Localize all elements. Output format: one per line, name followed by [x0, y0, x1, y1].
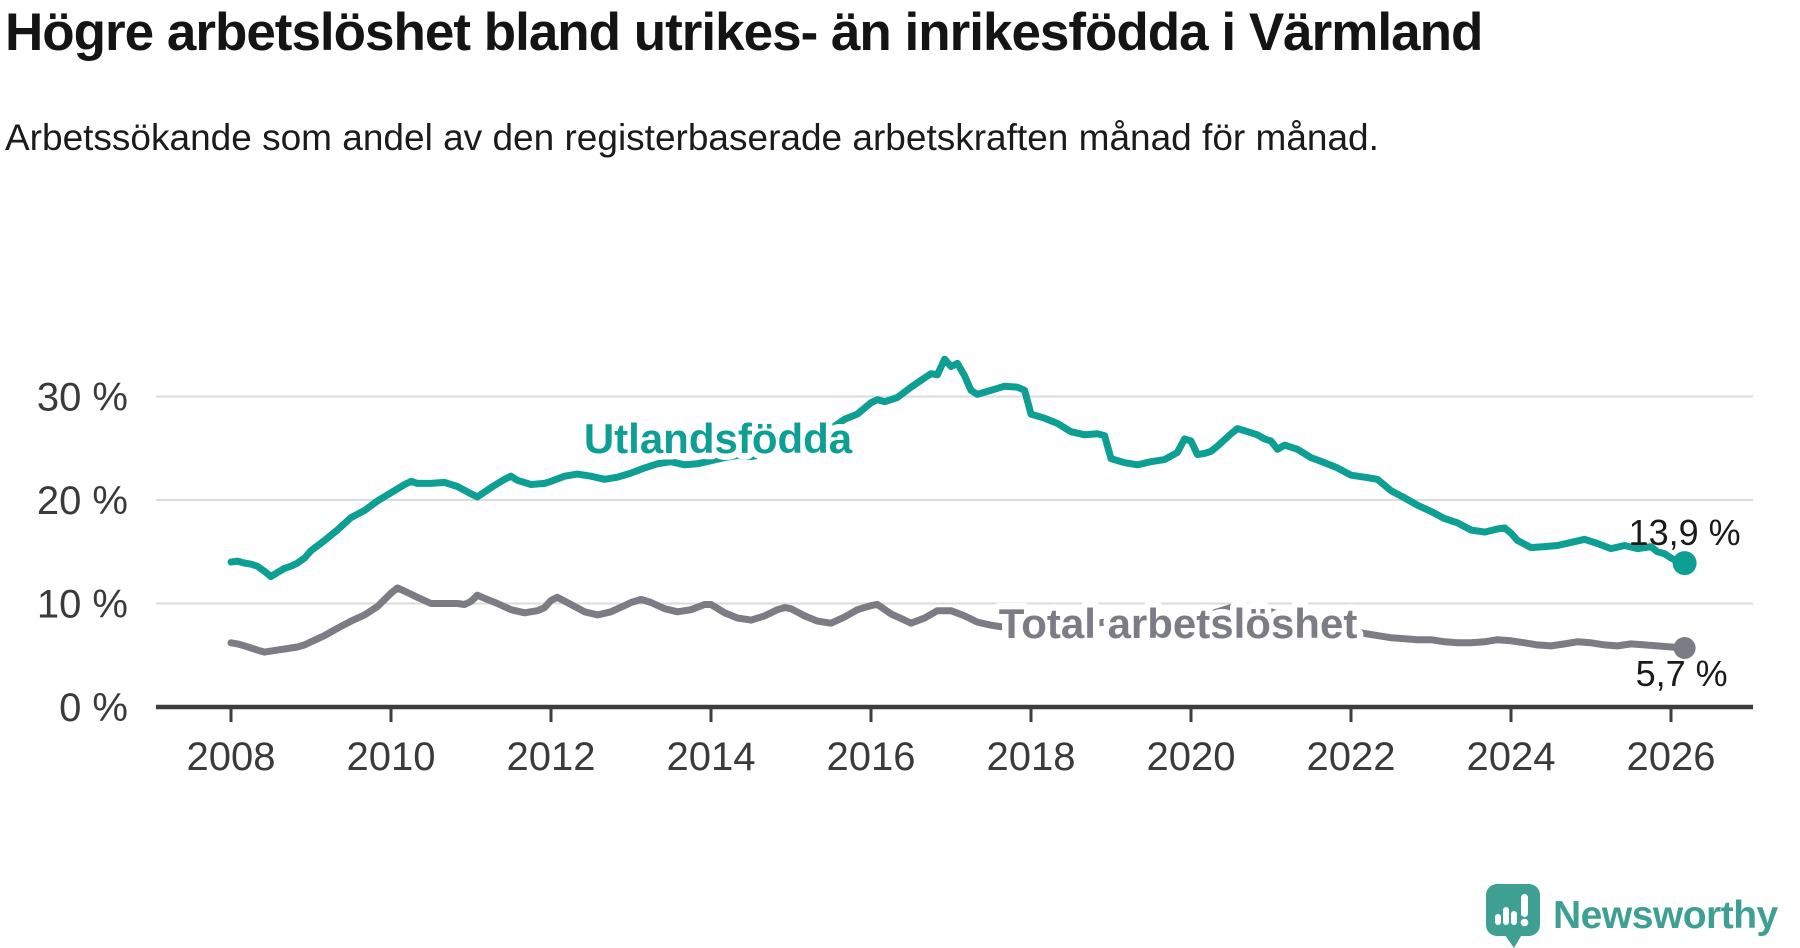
chart-title: Högre arbetslöshet bland utrikes- än inr… — [5, 3, 1483, 62]
y-tick-label: 20 % — [37, 479, 128, 523]
series-end-dot-utlandsf-dda — [1672, 551, 1697, 576]
newsworthy-logo: Newsworthy — [1486, 884, 1778, 948]
x-tick-label: 2018 — [987, 735, 1076, 779]
series-end-value-total-arbetsl-shet: 5,7 % — [1636, 653, 1728, 694]
x-tick-label: 2016 — [827, 735, 916, 779]
y-tick-label: 0 % — [59, 686, 128, 730]
x-tick-label: 2008 — [187, 735, 276, 779]
x-tick-label: 2026 — [1627, 735, 1716, 779]
newsworthy-speech-bubble-chart-icon — [1486, 884, 1540, 948]
series-end-dot-total-arbetsl-shet — [1673, 637, 1696, 660]
series-end-value-utlandsf-dda: 13,9 % — [1629, 512, 1741, 553]
x-tick-label: 2014 — [667, 735, 756, 779]
y-tick-label: 10 % — [37, 583, 128, 627]
series-line-total-arbetsl-shet — [227, 584, 1689, 656]
series-label-total-arbetsl-shet: Total arbetslöshet — [999, 600, 1358, 647]
newsworthy-logo-text: Newsworthy — [1553, 894, 1778, 937]
y-tick-label: 30 % — [37, 376, 128, 420]
chart-subtitle: Arbetssökande som andel av den registerb… — [5, 117, 1379, 158]
x-tick-label: 2010 — [347, 735, 436, 779]
x-tick-label: 2024 — [1467, 735, 1556, 779]
series-line-utlandsf-dda — [227, 355, 1689, 581]
x-tick-label: 2020 — [1147, 735, 1236, 779]
x-tick-label: 2012 — [507, 735, 596, 779]
series-label-utlandsf-dda: Utlandsfödda — [584, 415, 853, 462]
x-tick-label: 2022 — [1307, 735, 1396, 779]
